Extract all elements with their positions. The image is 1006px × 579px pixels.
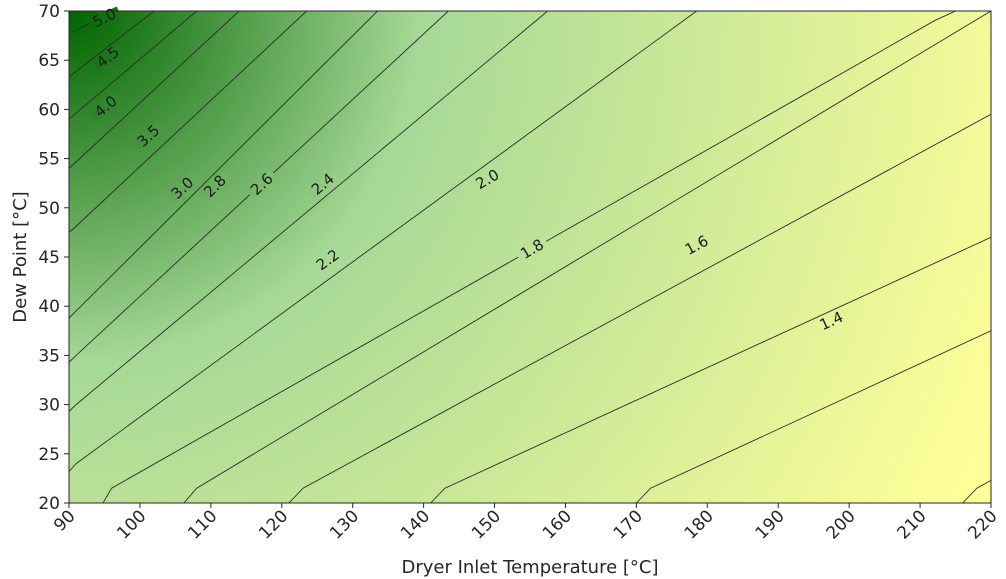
- y-tick-label: 30: [38, 396, 60, 416]
- contour-line: [430, 236, 991, 503]
- heatmap-fill: [69, 11, 991, 503]
- contour-label-bg: [814, 309, 849, 333]
- x-tick-label: 160: [539, 506, 576, 543]
- contour-line: [69, 11, 449, 363]
- x-tick-label: 130: [326, 506, 363, 543]
- contour-line: [69, 11, 240, 169]
- contour-label-bg: [133, 121, 164, 151]
- x-tick-label: 220: [964, 506, 1001, 543]
- y-tick-label: 25: [38, 445, 60, 465]
- contour-line: [69, 11, 307, 233]
- x-tick-label: 180: [681, 506, 718, 543]
- x-axis: 90 100 110 120 130 140 150 160 170 180 190 200 210 22…: [50, 503, 1002, 543]
- contour-line: [69, 11, 378, 319]
- y-tick-label: 70: [38, 2, 60, 22]
- contour-label-bg: [471, 167, 504, 192]
- contour-label-bg: [87, 6, 122, 30]
- contour-label-bg: [246, 169, 278, 199]
- y-tick-label: 50: [38, 199, 60, 219]
- x-tick-label: 170: [610, 506, 647, 543]
- contour-line: [69, 11, 548, 412]
- contour-label-bg: [90, 92, 122, 121]
- y-axis: 20 25 30 35 40 45 50 55 60 65 70: [38, 2, 69, 514]
- x-tick-label: 200: [823, 506, 860, 543]
- contour-label-bg: [307, 170, 339, 199]
- contour-line: [69, 11, 155, 78]
- contour-line: [69, 11, 197, 120]
- x-tick-label: 110: [184, 506, 221, 543]
- y-tick-label: 65: [38, 51, 60, 71]
- x-tick-label: 100: [113, 506, 150, 543]
- y-tick-label: 60: [38, 100, 60, 120]
- x-tick-label: 190: [752, 506, 789, 543]
- contour-line: [69, 11, 697, 472]
- y-tick-label: 20: [38, 494, 60, 514]
- x-tick-label: 120: [255, 506, 292, 543]
- contour-line: [183, 11, 991, 503]
- contour-label-bg: [92, 43, 124, 71]
- x-tick-label: 210: [894, 506, 931, 543]
- contour-label-bg: [515, 236, 549, 262]
- contour-label-bg: [311, 246, 344, 274]
- x-tick-label: 150: [468, 506, 505, 543]
- y-tick-label: 40: [38, 297, 60, 317]
- contour-line: [962, 480, 991, 503]
- y-tick-label: 35: [38, 346, 60, 366]
- contour-label-bg: [167, 173, 198, 203]
- y-tick-label: 45: [38, 248, 60, 268]
- y-axis-label: Dew Point [°C]: [10, 191, 31, 322]
- contour-label-bg: [200, 171, 230, 201]
- x-axis-label: Dryer Inlet Temperature [°C]: [401, 557, 658, 578]
- contour-label-bg: [680, 233, 714, 258]
- contour-line: [636, 330, 991, 503]
- contour-line: [288, 113, 991, 503]
- x-tick-label: 140: [397, 506, 434, 543]
- y-tick-label: 55: [38, 150, 60, 170]
